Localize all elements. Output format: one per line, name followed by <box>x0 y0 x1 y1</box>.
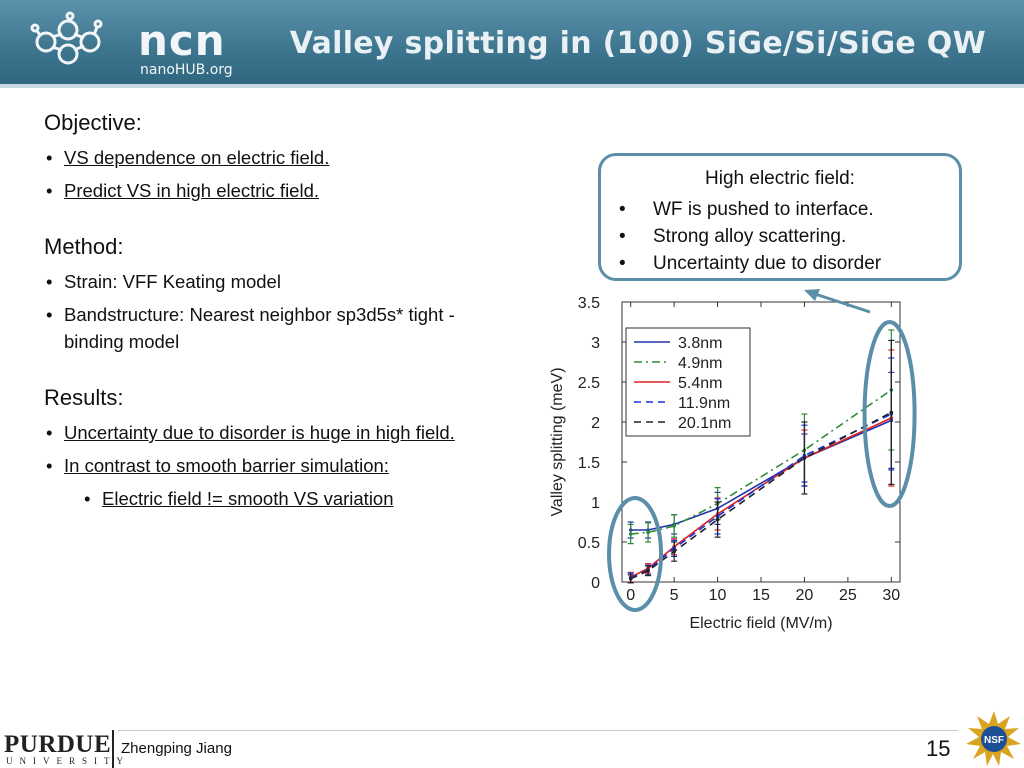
objective-item: Predict VS in high electric field. <box>44 177 514 204</box>
legend-label: 5.4nm <box>678 375 722 392</box>
header-banner: ncn nanoHUB.org Valley splitting in (100… <box>0 0 1024 84</box>
x-tick-label: 0 <box>626 587 635 604</box>
purdue-logo: PURDUE UNIVERSITY <box>0 730 123 768</box>
x-tick-label: 20 <box>796 587 814 604</box>
purdue-wordmark: PURDUE <box>4 731 112 758</box>
logo-subtext: nanoHUB.org <box>140 62 233 78</box>
data-point <box>802 456 807 460</box>
objective-item: VS dependence on electric field. <box>44 144 514 171</box>
header-divider <box>0 84 1024 88</box>
legend-label: 20.1nm <box>678 415 731 432</box>
data-point <box>646 569 650 573</box>
logo-wordmark: ncn <box>138 16 226 65</box>
method-item-text: Strain: VFF Keating model <box>64 271 281 292</box>
data-point <box>646 530 650 535</box>
callout-arrow <box>811 291 871 314</box>
nsf-logo: NSF <box>966 711 1021 766</box>
data-point <box>628 577 633 581</box>
results-subitem-text: Electric field != smooth VS variation <box>102 488 394 509</box>
y-tick-label: 3.5 <box>578 295 600 312</box>
legend-label: 11.9nm <box>678 395 730 412</box>
method-item: Bandstructure: Nearest neighbor sp3d5s* … <box>44 301 514 355</box>
results-item-text: Uncertainty due to disorder is huge in h… <box>64 422 455 443</box>
y-tick-label: 1.5 <box>578 455 600 472</box>
slide-title: Valley splitting in (100) SiGe/Si/SiGe Q… <box>289 26 986 61</box>
callout-item: WF is pushed to interface. <box>617 196 881 223</box>
purdue-subtext: UNIVERSITY <box>6 756 130 766</box>
results-item-text: In contrast to smooth barrier simulation… <box>64 455 389 476</box>
series-line-5.4nm <box>630 417 892 578</box>
data-point <box>672 524 676 528</box>
results-item: In contrast to smooth barrier simulation… <box>44 452 514 479</box>
footer-divider <box>118 730 958 731</box>
data-point <box>715 517 720 522</box>
y-tick-label: 3 <box>591 335 600 352</box>
low-field-highlight <box>607 496 664 612</box>
objective-item-text: VS dependence on electric field. <box>64 147 330 168</box>
valley-splitting-chart: 0 5 10 15 20 25 30 0 0.5 1 1.5 2 2.5 3 3.5 Electric fie… <box>549 289 917 632</box>
method-heading: Method: <box>44 234 124 259</box>
x-tick-label: 5 <box>670 587 679 604</box>
legend-label: 3.8nm <box>678 335 722 352</box>
x-axis-label: Electric field (MV/m) <box>689 615 832 632</box>
x-tick-label: 15 <box>752 587 770 604</box>
x-tick-label: 25 <box>839 587 857 604</box>
callout-item: Strong alloy scattering. <box>617 223 881 250</box>
x-tick-label: 10 <box>709 587 727 604</box>
callout-arrowhead <box>804 289 820 301</box>
y-tick-label: 1 <box>591 495 600 512</box>
callout-item: Uncertainty due to disorder <box>617 250 881 277</box>
page-number: 15 <box>926 736 951 761</box>
objective-list: VS dependence on electric field. Predict… <box>44 144 514 204</box>
data-point <box>672 549 676 554</box>
y-tick-label: 0 <box>591 575 600 592</box>
objective-heading: Objective: <box>44 110 142 135</box>
nsf-logo-text: NSF <box>984 735 1004 746</box>
method-item-text: Bandstructure: Nearest neighbor sp3d5s* … <box>64 304 455 352</box>
y-axis-label: Valley splitting (meV) <box>549 367 566 516</box>
method-item: Strain: VFF Keating model <box>44 268 514 295</box>
high-field-highlight <box>862 320 917 508</box>
objective-item-text: Predict VS in high electric field. <box>64 180 320 201</box>
results-list: Uncertainty due to disorder is huge in h… <box>44 419 514 512</box>
data-point <box>889 410 894 415</box>
x-tick-label: 30 <box>882 587 900 604</box>
callout-list: WF is pushed to interface. Strong alloy … <box>617 196 881 277</box>
y-tick-label: 2.5 <box>578 375 600 392</box>
method-list: Strain: VFF Keating model Bandstructure:… <box>44 268 514 355</box>
author-name: Zhengping Jiang <box>121 740 232 757</box>
data-point <box>628 532 633 536</box>
legend-label: 4.9nm <box>678 355 722 372</box>
slide-content: Objective: VS dependence on electric fie… <box>44 110 514 542</box>
ncn-logo[interactable]: ncn nanoHUB.org <box>30 10 233 80</box>
y-tick-label: 2 <box>591 415 600 432</box>
results-subitem: Electric field != smooth VS variation <box>82 485 514 512</box>
y-tick-label: 0.5 <box>578 535 600 552</box>
callout-title: High electric field: <box>705 168 855 189</box>
results-heading: Results: <box>44 385 124 410</box>
results-item: Uncertainty due to disorder is huge in h… <box>44 419 514 446</box>
series-line-20.1nm <box>630 411 892 580</box>
callout-box: High electric field: WF is pushed to int… <box>598 153 962 281</box>
molecule-icon <box>30 11 103 65</box>
